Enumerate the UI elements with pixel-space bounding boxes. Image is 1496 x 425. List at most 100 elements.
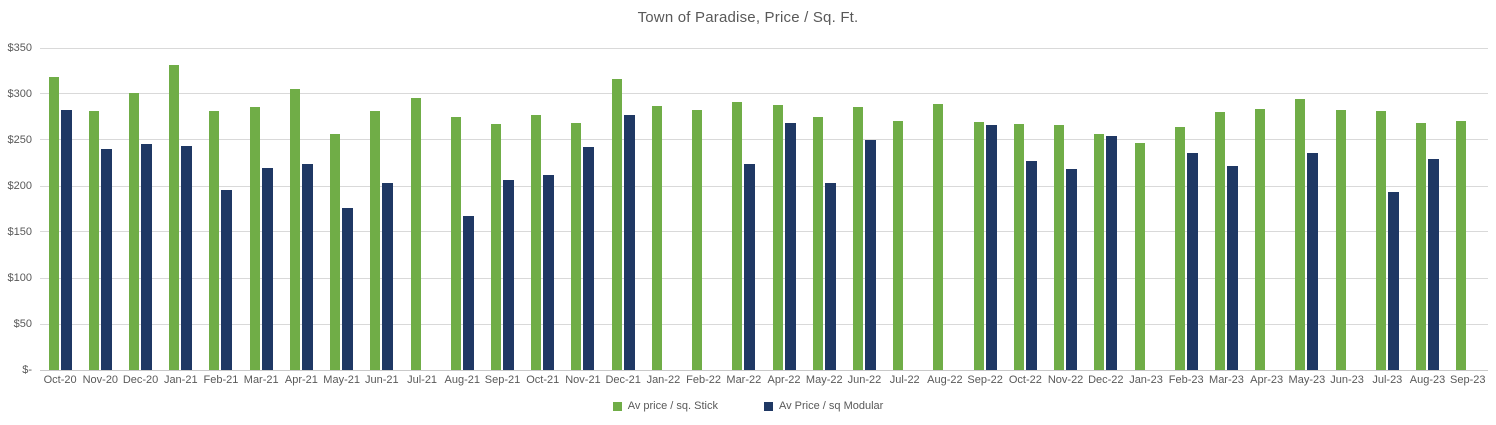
x-tick-label: Mar-22: [726, 374, 762, 386]
modular-bar[interactable]: [1025, 161, 1037, 370]
stick-bar[interactable]: [933, 104, 944, 370]
modular-bar[interactable]: [382, 183, 394, 370]
legend-item-stick[interactable]: Av price / sq. Stick: [612, 400, 718, 412]
bar-group: [1327, 48, 1367, 370]
legend-item-modular[interactable]: Av Price / sq Modular: [763, 400, 883, 412]
stick-bar[interactable]: [1174, 127, 1185, 370]
stick-bar[interactable]: [129, 93, 140, 370]
stick-bar[interactable]: [1013, 124, 1024, 370]
chart-title: Town of Paradise, Price / Sq. Ft.: [637, 9, 859, 26]
stick-bar[interactable]: [48, 77, 59, 370]
bar-group: [1206, 48, 1246, 370]
modular-bar[interactable]: [583, 147, 595, 370]
gridline: [40, 47, 1488, 49]
bar-group: [322, 48, 362, 370]
bar-group: [402, 48, 442, 370]
modular-bar[interactable]: [1307, 152, 1319, 370]
stick-bar[interactable]: [450, 117, 461, 370]
modular-bar[interactable]: [1186, 152, 1198, 370]
bar-group: [603, 48, 643, 370]
x-tick-label: Oct-20: [43, 374, 77, 386]
stick-bar[interactable]: [1134, 142, 1145, 370]
stick-bar[interactable]: [1295, 98, 1306, 370]
gridline: [40, 231, 1488, 233]
modular-bar[interactable]: [744, 163, 756, 370]
x-tick-label: Oct-21: [526, 374, 560, 386]
modular-bar[interactable]: [824, 183, 836, 370]
modular-bar[interactable]: [261, 167, 273, 370]
stick-bar[interactable]: [1054, 125, 1065, 370]
modular-bar[interactable]: [784, 122, 796, 370]
x-tick-label: Aug-22: [927, 374, 963, 386]
x-tick-label: Apr-21: [284, 374, 318, 386]
bar-group: [1247, 48, 1287, 370]
stick-bar[interactable]: [732, 102, 743, 370]
stick-bar[interactable]: [772, 105, 783, 370]
stick-bar[interactable]: [651, 105, 662, 370]
stick-bar[interactable]: [169, 65, 180, 370]
x-tick-label: Feb-21: [203, 374, 239, 386]
stick-bar[interactable]: [1335, 109, 1346, 370]
x-tick-label: Dec-22: [1088, 374, 1124, 386]
x-tick-label: May-21: [323, 374, 360, 386]
stick-bar[interactable]: [812, 117, 823, 370]
modular-bar[interactable]: [985, 125, 997, 370]
modular-bar[interactable]: [1387, 191, 1399, 370]
modular-bar[interactable]: [623, 115, 635, 370]
modular-bar[interactable]: [462, 216, 474, 370]
y-tick-label: $50: [13, 318, 32, 330]
stick-bar[interactable]: [1416, 123, 1427, 370]
modular-bar[interactable]: [543, 174, 555, 370]
stick-bar[interactable]: [88, 111, 99, 370]
bar-group: [563, 48, 603, 370]
stick-bar[interactable]: [611, 79, 622, 370]
stick-bar[interactable]: [410, 97, 421, 370]
bar-group: [844, 48, 884, 370]
modular-bar[interactable]: [1428, 159, 1440, 370]
plot-area: [40, 47, 1488, 371]
stick-bar[interactable]: [289, 89, 300, 370]
bar-group: [80, 48, 120, 370]
stick-bar[interactable]: [370, 110, 381, 370]
stick-bar[interactable]: [973, 121, 984, 370]
modular-bar[interactable]: [221, 189, 233, 370]
modular-bar[interactable]: [503, 180, 515, 370]
stick-bar[interactable]: [1214, 112, 1225, 370]
modular-bar[interactable]: [100, 149, 112, 370]
modular-bar[interactable]: [141, 143, 153, 370]
bar-group: [120, 48, 160, 370]
legend: Av price / sq. Stick Av Price / sq Modul…: [0, 400, 1496, 412]
stick-bar[interactable]: [1375, 110, 1386, 370]
modular-bar[interactable]: [1066, 168, 1078, 370]
x-tick-label: Jul-21: [407, 374, 438, 386]
stick-bar[interactable]: [1456, 120, 1467, 370]
stick-bar[interactable]: [1255, 108, 1266, 370]
stick-bar[interactable]: [209, 111, 220, 370]
stick-bar[interactable]: [491, 124, 502, 370]
modular-bar[interactable]: [1106, 136, 1118, 370]
stick-legend-marker-icon: [612, 401, 622, 411]
modular-bar[interactable]: [301, 163, 313, 370]
stick-bar[interactable]: [249, 106, 260, 370]
stick-bar[interactable]: [692, 109, 703, 370]
x-tick-label: Apr-23: [1250, 374, 1284, 386]
stick-bar[interactable]: [330, 134, 341, 370]
x-tick-label: Jun-22: [847, 374, 882, 386]
bar-group: [362, 48, 402, 370]
modular-bar[interactable]: [181, 146, 193, 370]
stick-bar[interactable]: [531, 115, 542, 370]
stick-bar[interactable]: [1094, 133, 1105, 370]
modular-bar[interactable]: [864, 140, 876, 370]
modular-bar[interactable]: [342, 208, 354, 370]
stick-bar[interactable]: [571, 123, 582, 370]
stick-bar[interactable]: [852, 106, 863, 370]
stick-legend-label: Av price / sq. Stick: [627, 400, 718, 412]
modular-bar[interactable]: [1226, 165, 1238, 370]
bar-group: [1045, 48, 1085, 370]
x-axis-line: [40, 369, 1488, 371]
modular-bar[interactable]: [60, 109, 72, 370]
bar-group: [764, 48, 804, 370]
bar-group: [523, 48, 563, 370]
stick-bar[interactable]: [893, 120, 904, 370]
